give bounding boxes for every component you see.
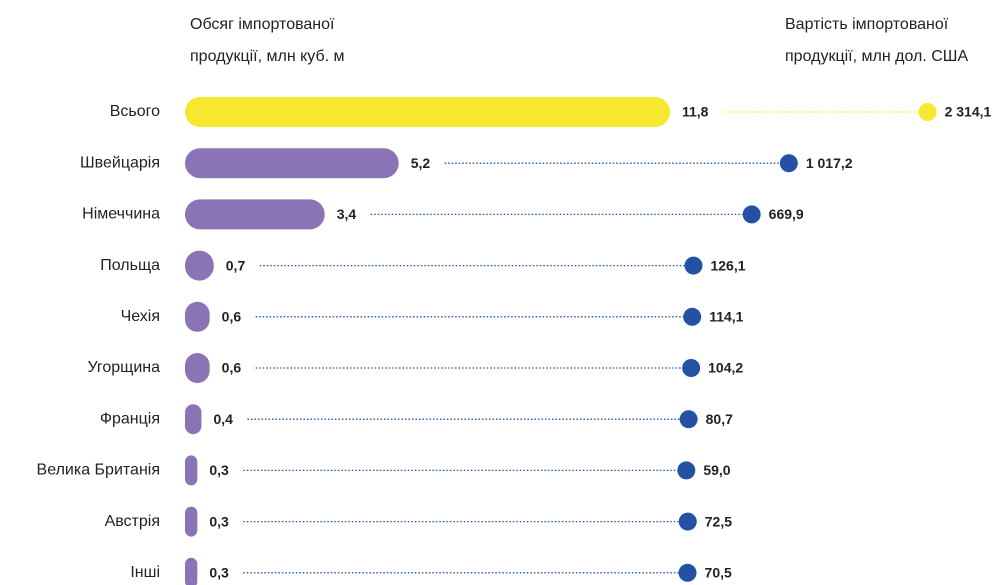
value-label: 72,5 (705, 513, 732, 529)
value-label: 59,0 (703, 462, 730, 478)
dot (678, 563, 697, 582)
category-label: Франція (100, 410, 160, 427)
dot (742, 205, 761, 224)
bar (185, 250, 214, 281)
volume-header: Обсяг імпортованої (190, 16, 335, 33)
volume-label: 3,4 (337, 206, 357, 222)
bar (185, 199, 325, 230)
category-label: Велика Британія (37, 462, 160, 479)
volume-label: 0,3 (209, 513, 229, 529)
category-label: Всього (110, 103, 160, 120)
volume-header: продукції, млн куб. м (190, 48, 345, 65)
value-label: 114,1 (709, 309, 743, 325)
dot (678, 512, 697, 531)
volume-label: 0,4 (213, 411, 233, 427)
volume-label: 0,3 (209, 462, 229, 478)
dot (684, 256, 703, 275)
dot (677, 461, 696, 480)
value-header: Вартість імпортованої (785, 16, 949, 33)
bar (185, 557, 198, 585)
category-label: Німеччина (82, 206, 160, 223)
volume-label: 0,7 (226, 257, 246, 273)
value-label: 2 314,1 (945, 104, 992, 120)
category-label: Австрія (105, 513, 160, 530)
bar (185, 301, 210, 332)
category-label: Польща (100, 257, 160, 274)
bar (185, 404, 202, 435)
value-label: 669,9 (769, 206, 804, 222)
dot (683, 307, 702, 326)
category-label: Угорщина (87, 359, 160, 376)
bar (185, 455, 198, 486)
value-label: 70,5 (705, 565, 732, 581)
value-label: 80,7 (706, 411, 733, 427)
volume-label: 0,6 (222, 360, 242, 376)
dot (679, 410, 698, 429)
bar (185, 353, 210, 383)
value-label: 126,1 (710, 257, 745, 273)
dot (682, 359, 701, 377)
volume-label: 11,8 (682, 104, 709, 120)
category-label: Швейцарія (80, 154, 160, 171)
volume-label: 5,2 (411, 155, 431, 171)
category-label: Чехія (121, 308, 160, 325)
value-header: продукції, млн дол. США (785, 48, 968, 65)
dot (779, 154, 798, 173)
category-label: Інші (130, 564, 160, 581)
bar (185, 506, 198, 537)
value-label: 104,2 (708, 360, 743, 376)
value-label: 1 017,2 (806, 155, 853, 171)
volume-label: 0,6 (222, 309, 242, 325)
bar (185, 148, 399, 179)
dot (918, 103, 937, 121)
volume-label: 0,3 (209, 565, 229, 581)
bar (185, 97, 670, 127)
